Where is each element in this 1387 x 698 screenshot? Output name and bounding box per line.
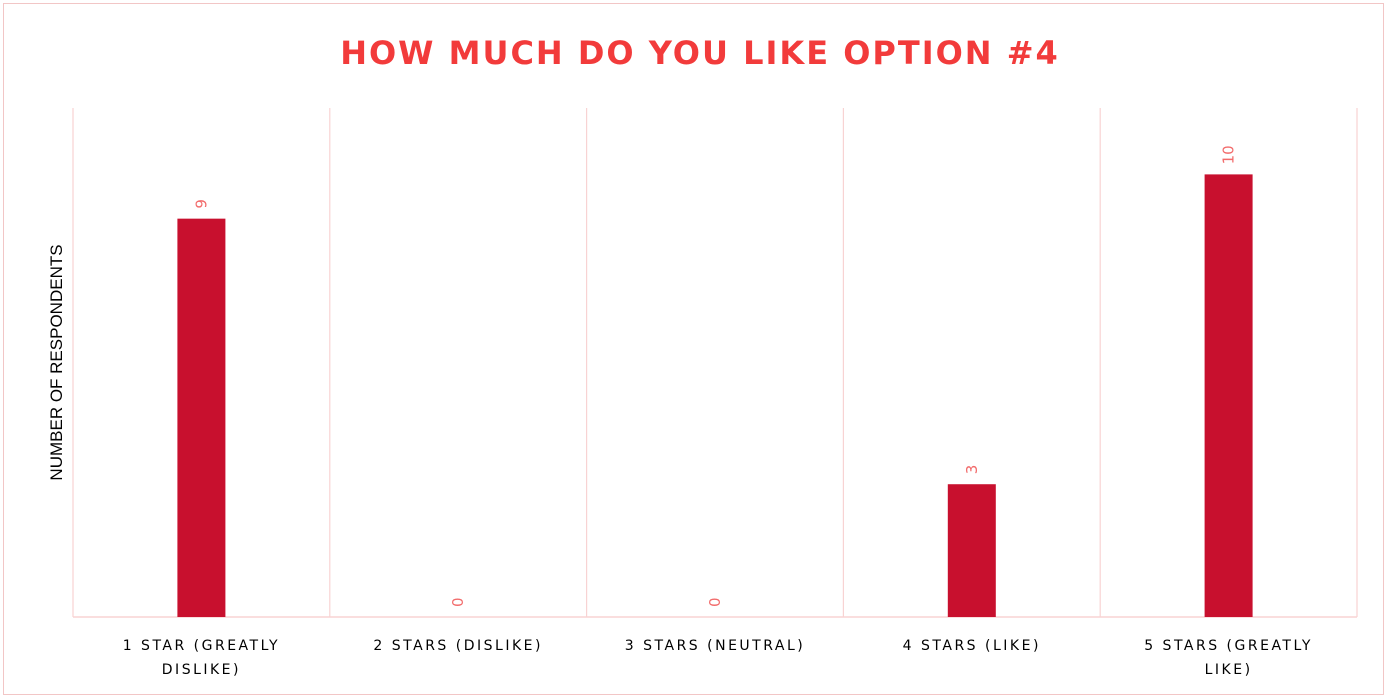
category-label: 5 STARS (GREATLY LIKE) (1144, 638, 1313, 678)
chart-title: HOW MUCH DO YOU LIKE OPTION #4 (340, 34, 1060, 72)
category-label: 3 STARS (NEUTRAL) (625, 638, 805, 654)
bar (947, 484, 996, 617)
data-label: 9 (192, 199, 210, 209)
category-label: 2 STARS (DISLIKE) (373, 638, 543, 654)
data-label-layer: 9 0 0 3 10 (192, 145, 1237, 607)
category-label-layer: 1 STAR (GREATLY DISLIKE) 2 STARS (DISLIKE)… (123, 638, 1313, 678)
data-label: 3 (963, 465, 981, 475)
grid-layer (72, 108, 1358, 618)
chart-frame (3, 3, 1384, 695)
data-label: 10 (1220, 145, 1238, 164)
bar (177, 218, 226, 618)
y-axis-label: NUMBER OF RESPONDENTS (47, 244, 66, 480)
data-label: 0 (449, 597, 467, 607)
category-label: 1 STAR (GREATLY DISLIKE) (123, 638, 280, 678)
category-label: 4 STARS (LIKE) (903, 638, 1041, 654)
data-label: 0 (706, 597, 724, 607)
bar (1204, 174, 1253, 618)
bar-layer (177, 174, 1253, 618)
